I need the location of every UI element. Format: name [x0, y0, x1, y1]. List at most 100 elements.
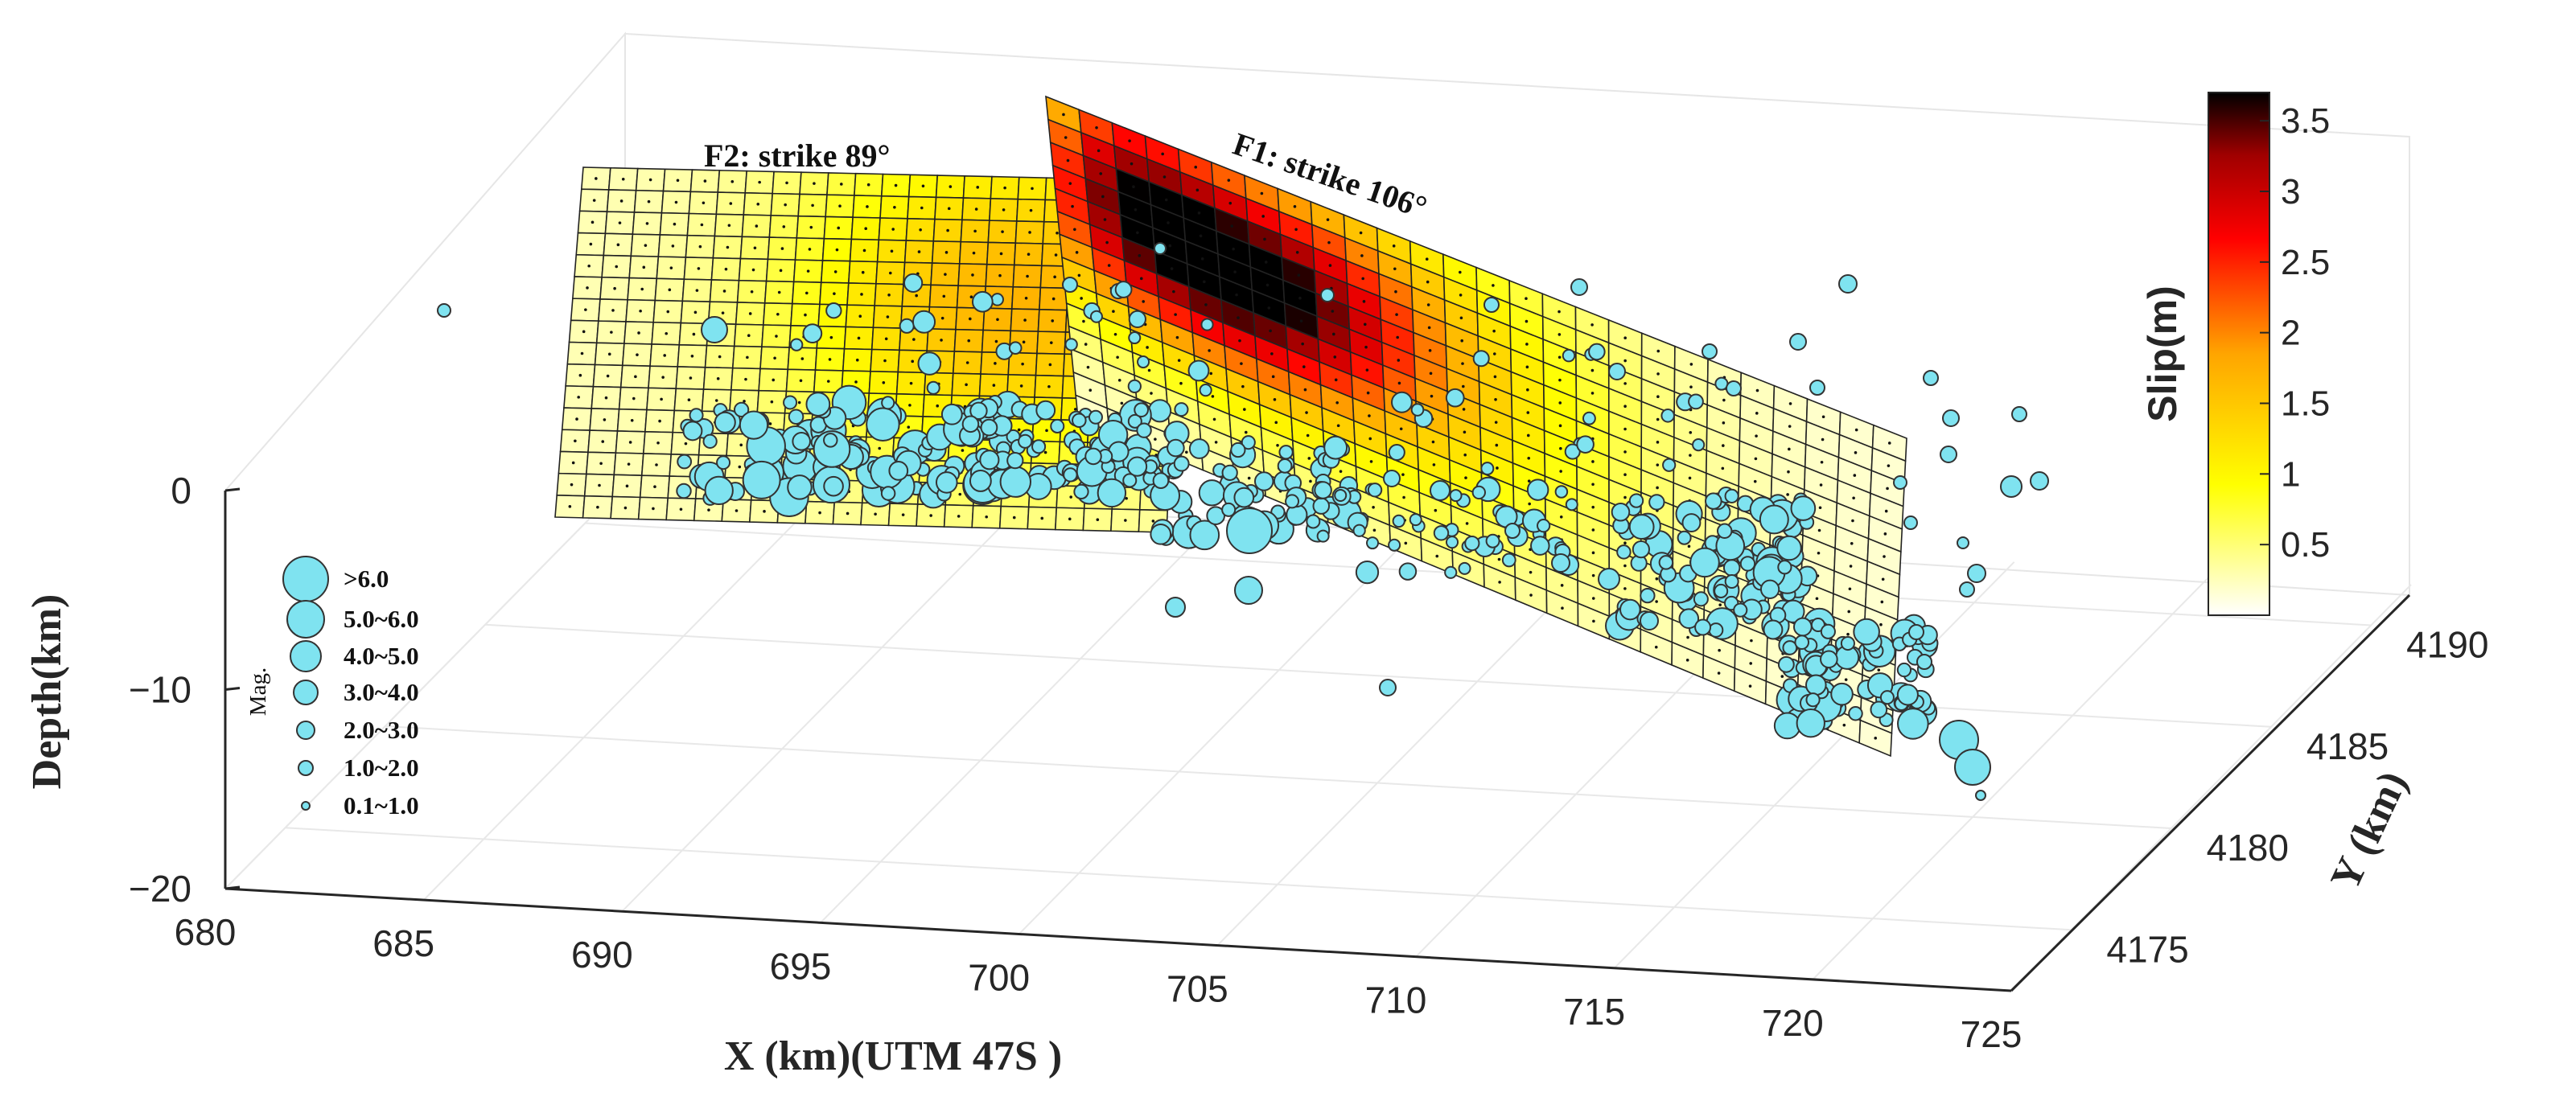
earthquake-marker — [1334, 488, 1348, 502]
earthquake-marker — [1233, 487, 1255, 508]
legend-entry: >6.0 — [344, 565, 389, 593]
earthquake-marker — [1199, 384, 1212, 397]
slip-vector — [738, 465, 742, 469]
earthquake-marker — [1241, 435, 1256, 450]
slip-vector — [1105, 240, 1109, 244]
slip-vector — [756, 203, 760, 206]
slip-vector — [994, 339, 998, 343]
earthquake-marker — [1234, 576, 1263, 605]
slip-vector — [1243, 408, 1246, 411]
slip-vector — [1689, 431, 1693, 434]
earthquake-marker — [1088, 409, 1103, 425]
slip-vector — [985, 515, 989, 519]
slip-vector — [826, 380, 830, 383]
slip-vector — [1495, 443, 1499, 447]
legend-entry: 2.0~3.0 — [344, 716, 419, 744]
slip-vector — [639, 309, 642, 313]
earthquake-marker — [1430, 480, 1451, 501]
slip-vector — [1101, 195, 1105, 199]
slip-vector — [1717, 672, 1721, 675]
earthquake-marker — [1759, 504, 1789, 535]
slip-vector — [630, 418, 634, 422]
earthquake-marker — [1127, 379, 1142, 393]
slip-vector — [1002, 208, 1006, 212]
legend-entry: 0.1~1.0 — [344, 791, 419, 819]
slip-vector — [1293, 205, 1297, 208]
slip-vector — [1494, 397, 1497, 401]
slip-vector — [1397, 381, 1401, 385]
earthquake-marker — [1063, 467, 1078, 483]
slip-vector — [1297, 273, 1301, 277]
earthquake-marker — [979, 450, 1000, 470]
earthquake-marker — [1306, 514, 1321, 529]
slip-vector — [1139, 277, 1143, 281]
slip-vector — [653, 485, 656, 489]
slip-vector — [1244, 430, 1248, 434]
slip-vector — [619, 199, 623, 203]
slip-vector — [1846, 632, 1850, 636]
earthquake-marker — [1714, 583, 1729, 598]
earthquake-marker — [1662, 458, 1677, 472]
slip-vector — [799, 379, 803, 383]
slip-vector — [578, 373, 582, 377]
slip-vector — [967, 339, 971, 343]
slip-vector — [1097, 149, 1101, 153]
slip-vector — [860, 293, 863, 296]
slip-vector — [1200, 257, 1204, 261]
earthquake-marker — [1820, 650, 1838, 669]
slip-vector — [751, 268, 755, 272]
slip-vector — [1372, 506, 1375, 509]
earthquake-marker — [1137, 355, 1150, 369]
earthquake-marker — [702, 433, 718, 449]
slip-vector — [1107, 264, 1111, 267]
earthquake-marker — [783, 395, 798, 410]
earthquake-marker — [1187, 359, 1210, 382]
earthquake-marker — [676, 483, 692, 499]
slip-vector — [607, 352, 611, 356]
slip-vector — [1591, 597, 1595, 600]
slip-vector — [1525, 343, 1529, 346]
y-tick-label: 4185 — [2306, 725, 2389, 767]
slip-vector — [1886, 487, 1889, 491]
slip-vector — [1721, 466, 1725, 470]
slip-vector — [758, 180, 761, 184]
slip-vector — [784, 203, 787, 207]
earthquake-marker — [282, 556, 329, 602]
slip-vector — [1754, 457, 1758, 461]
earthquake-marker — [301, 801, 311, 811]
slip-vector — [1525, 365, 1529, 369]
slip-vector — [727, 224, 731, 228]
slip-vector — [1230, 224, 1234, 228]
earthquake-marker — [1221, 464, 1238, 481]
slip-vector — [1558, 401, 1562, 405]
earthquake-marker — [1628, 514, 1655, 540]
slip-vector — [971, 273, 974, 277]
earthquake-marker — [1739, 556, 1756, 572]
slip-vector — [908, 404, 911, 407]
colorbar-tick-label: 0.5 — [2281, 525, 2330, 565]
earthquake-marker — [788, 409, 804, 425]
slip-vector — [1264, 261, 1268, 264]
slip-vector — [592, 199, 596, 202]
earthquake-marker — [1392, 514, 1405, 528]
slip-vector — [1247, 476, 1251, 480]
earthquake-marker — [1551, 553, 1570, 573]
earthquake-marker — [1097, 478, 1127, 508]
slip-vector — [833, 270, 837, 273]
earthquake-marker — [2030, 471, 2049, 491]
slip-vector — [800, 357, 804, 360]
slip-vector — [864, 227, 868, 231]
slip-vector — [861, 270, 865, 274]
slip-vector — [623, 506, 628, 510]
slip-vector — [1168, 244, 1172, 248]
slip-vector — [1844, 678, 1848, 681]
slip-vector — [1232, 247, 1235, 251]
slip-vector — [779, 269, 783, 273]
slip-vector — [1147, 368, 1151, 372]
slip-vector — [1099, 172, 1103, 175]
earthquake-marker — [980, 418, 998, 437]
slip-vector — [1877, 668, 1881, 672]
slip-vector — [1788, 425, 1792, 428]
earthquake-marker — [1062, 277, 1078, 293]
earthquake-marker — [1253, 471, 1274, 491]
